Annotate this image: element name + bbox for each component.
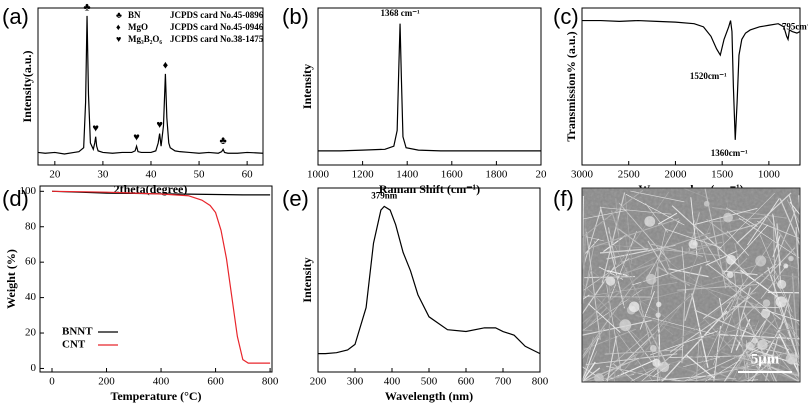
x-axis-label: Raman Shift (cm⁻¹) bbox=[379, 182, 480, 196]
panel: 30002500200015001000Wavenumber (cm⁻¹)Tra… bbox=[553, 4, 808, 196]
x-tick-label: 1600 bbox=[441, 169, 464, 181]
x-tick-label: 300 bbox=[347, 376, 364, 388]
scale-bar-label: 5μm bbox=[751, 351, 780, 367]
peak-marker: ♥ bbox=[156, 119, 163, 131]
x-tick-label: 1200 bbox=[352, 169, 375, 181]
legend-name: MgO bbox=[128, 22, 148, 32]
data-line bbox=[51, 190, 271, 364]
panel: 0 200 400 600 800 0 20 40 60 80 100 Temperature (°C… bbox=[2, 185, 279, 403]
x-tick-label: 20 bbox=[536, 169, 548, 181]
y-axis-label: Intensity(a.u.) bbox=[20, 50, 34, 122]
y-tick-label: 80 bbox=[25, 220, 37, 232]
sem-grain bbox=[582, 188, 800, 382]
panel: 200 300 400 500 600 700 800 Wavelength (nm) Inte… bbox=[282, 186, 549, 403]
x-tick-label: 200 bbox=[98, 376, 115, 388]
x-tick-label: 1400 bbox=[396, 169, 419, 181]
peak-marker: ♥ bbox=[133, 132, 140, 144]
legend-label: CNT bbox=[62, 339, 86, 351]
x-tick-label: 3000 bbox=[571, 169, 594, 181]
data-line bbox=[318, 23, 541, 152]
x-tick-label: 30 bbox=[97, 169, 109, 181]
x-tick-label: 200 bbox=[310, 376, 327, 388]
legend-name: BN bbox=[128, 10, 141, 20]
y-axis-label: Transmission% (a.u.) bbox=[564, 31, 578, 141]
x-tick-label: 600 bbox=[458, 376, 475, 388]
peak-marker: ♣ bbox=[83, 1, 90, 13]
panel: 1000 1200 1400 1600 1800 20 Raman Shift (cm⁻¹)… bbox=[282, 4, 547, 196]
panel-label: (b) bbox=[282, 4, 309, 29]
legend-symbol: ♥ bbox=[116, 34, 121, 44]
x-tick-label: 700 bbox=[495, 376, 512, 388]
x-axis-label: Temperature (°C) bbox=[110, 389, 201, 403]
legend-label: BNNT bbox=[62, 326, 93, 338]
legend-symbol: ♦ bbox=[116, 22, 121, 32]
panel: 20 30 40 50 60 2theta(degree) Intensity(a.u.) ♣… bbox=[2, 1, 264, 195]
data-line bbox=[37, 15, 264, 155]
x-tick-label: 2000 bbox=[664, 169, 687, 181]
legend-note: JCPDS card No.45-0946 bbox=[170, 22, 264, 32]
panel-label: (e) bbox=[282, 186, 309, 211]
x-tick-label: 40 bbox=[145, 169, 157, 181]
plot-frame bbox=[317, 7, 542, 166]
y-axis-label: Intensity bbox=[300, 257, 314, 302]
peak-marker: ♣ bbox=[219, 135, 226, 147]
x-tick-label: 1000 bbox=[758, 169, 781, 181]
x-tick-label: 0 bbox=[49, 376, 55, 388]
legend-name: Mg₃B₂O₆ bbox=[128, 34, 162, 44]
panel-label: (c) bbox=[553, 4, 579, 29]
legend-symbol: ♣ bbox=[116, 10, 122, 20]
panel-label: (a) bbox=[2, 4, 29, 29]
plot-frame bbox=[39, 185, 273, 373]
y-tick-label: 20 bbox=[25, 327, 37, 339]
x-tick-label: 1000 bbox=[307, 169, 330, 181]
x-tick-label: 600 bbox=[207, 376, 224, 388]
peak-annotation: 1520cm⁻¹ bbox=[690, 71, 727, 81]
y-axis-label: Weight (%) bbox=[4, 249, 18, 309]
x-tick-label: 20 bbox=[49, 169, 61, 181]
data-line bbox=[318, 205, 541, 355]
x-axis-label: 2theta(degree) bbox=[114, 182, 188, 196]
x-tick-label: 50 bbox=[194, 169, 206, 181]
x-tick-label: 400 bbox=[384, 376, 401, 388]
plot-frame bbox=[317, 187, 541, 373]
peak-annotation: 1360cm⁻¹ bbox=[711, 148, 748, 158]
x-tick-label: 1800 bbox=[485, 169, 508, 181]
y-tick-label: 100 bbox=[20, 185, 37, 197]
y-tick-label: 40 bbox=[25, 291, 37, 303]
y-tick-label: 0 bbox=[31, 362, 37, 374]
panel-label: (d) bbox=[2, 186, 29, 211]
data-line bbox=[582, 19, 801, 140]
x-tick-label: 400 bbox=[153, 376, 170, 388]
panel-label: (f) bbox=[553, 186, 574, 211]
x-tick-label: 1500 bbox=[711, 169, 734, 181]
y-axis-label: Intensity bbox=[300, 64, 314, 109]
x-axis-label: Wavelength (nm) bbox=[385, 389, 473, 403]
sem-frame bbox=[581, 187, 801, 383]
peak-annotation: 379nm bbox=[371, 190, 398, 200]
x-tick-label: 60 bbox=[242, 169, 254, 181]
plot-frame bbox=[581, 7, 801, 166]
legend-note: JCPDS card No.45-0896 bbox=[170, 10, 264, 20]
peak-annotation: 1368 cm⁻¹ bbox=[380, 8, 419, 18]
x-tick-label: 800 bbox=[532, 376, 549, 388]
peak-marker: ♦ bbox=[163, 59, 169, 71]
y-tick-label: 60 bbox=[25, 256, 37, 268]
x-tick-label: 2500 bbox=[618, 169, 641, 181]
peak-annotation: 795cm⁻¹ bbox=[782, 21, 808, 31]
peak-marker: ♥ bbox=[92, 122, 99, 134]
legend-note: JCPDS card No.38-1475 bbox=[170, 34, 264, 44]
x-tick-label: 800 bbox=[262, 376, 279, 388]
x-tick-label: 500 bbox=[421, 376, 438, 388]
panel: 5μm (f) bbox=[553, 186, 801, 383]
